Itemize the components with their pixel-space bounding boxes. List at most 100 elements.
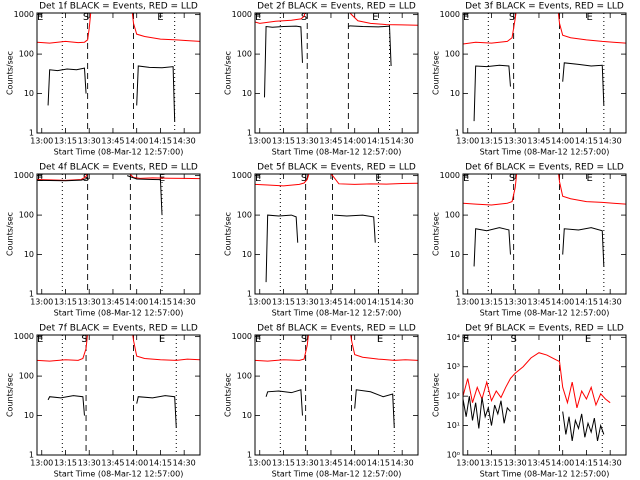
panel-title: Det 7f BLACK = Events, RED = LLD [39, 324, 198, 334]
y-tick-label: 100 [445, 50, 460, 59]
y-tick-label: 10 [24, 411, 34, 420]
x-axis-label: Start Time (08-Mar-12 12:57:00) [272, 148, 402, 157]
x-tick-label: 13:00 [30, 137, 53, 146]
series-line [47, 395, 177, 428]
x-tick-label: 14:30 [173, 459, 196, 468]
annotation: E [255, 173, 261, 184]
y-tick-label: 100 [237, 372, 252, 381]
plot-area [37, 174, 200, 216]
plot-area [463, 174, 626, 267]
annotation: E [37, 334, 43, 345]
x-tick-label: 14:15 [149, 137, 172, 146]
x-tick-label: 13:00 [456, 298, 479, 307]
x-tick-label: 13:45 [527, 298, 550, 307]
x-tick-label: 13:15 [480, 459, 503, 468]
y-tick-label: 10 [242, 89, 252, 98]
plot-area [255, 174, 418, 283]
x-tick-label: 14:00 [551, 459, 574, 468]
annotation: S [301, 12, 307, 23]
series-line [265, 214, 376, 283]
series-line [264, 25, 392, 98]
annotation: E [586, 12, 592, 23]
annotation: E [585, 334, 591, 345]
annotation: E [586, 173, 592, 184]
x-axis-label: Start Time (08-Mar-12 12:57:00) [54, 470, 184, 479]
y-tick-label: 10¹ [447, 421, 460, 430]
x-tick-label: 13:15 [54, 298, 77, 307]
series-line [37, 13, 200, 44]
y-tick-label: 1 [455, 290, 460, 299]
annotation: S [81, 334, 87, 345]
x-tick-label: 13:45 [101, 137, 124, 146]
panel-title: Det 1f BLACK = Events, RED = LLD [39, 2, 198, 12]
annotation: E [159, 334, 165, 345]
x-tick-label: 14:30 [391, 459, 414, 468]
x-tick-label: 13:45 [319, 137, 342, 146]
x-tick-label: 13:15 [480, 137, 503, 146]
x-tick-label: 13:00 [30, 459, 53, 468]
axis-frame [36, 173, 201, 295]
x-tick-label: 14:30 [391, 137, 414, 146]
y-tick-label: 1 [247, 129, 252, 138]
y-axis-label: Counts/sec [432, 373, 441, 417]
panel-title: Det 8f BLACK = Events, RED = LLD [257, 324, 416, 334]
x-tick-label: 13:00 [30, 298, 53, 307]
annotation: E [157, 12, 163, 23]
x-tick-label: 13:00 [248, 137, 271, 146]
x-tick-label: 13:30 [78, 298, 101, 307]
annotation: E [37, 12, 43, 23]
y-axis-label: Counts/sec [6, 212, 15, 256]
x-tick-label: 14:15 [575, 298, 598, 307]
series-line [37, 174, 200, 181]
x-tick-label: 13:45 [319, 298, 342, 307]
annotation: S [301, 334, 307, 345]
y-tick-label: 10⁰ [447, 451, 460, 460]
x-axis-label: Start Time (08-Mar-12 12:57:00) [54, 309, 184, 318]
y-tick-label: 100 [237, 211, 252, 220]
panel-title: Det 6f BLACK = Events, RED = LLD [465, 163, 624, 173]
series-line [255, 13, 418, 26]
x-tick-label: 13:15 [54, 459, 77, 468]
series-line [255, 174, 418, 187]
x-tick-label: 14:00 [343, 298, 366, 307]
y-tick-label: 1 [29, 451, 34, 460]
y-tick-label: 1000 [14, 171, 34, 180]
annotation: S [83, 12, 89, 23]
x-tick-label: 13:00 [456, 137, 479, 146]
series-line [463, 174, 626, 206]
y-tick-label: 100 [19, 211, 34, 220]
axis-frame [36, 12, 201, 134]
y-tick-label: 100 [19, 372, 34, 381]
series-line [265, 389, 395, 428]
series-line [473, 62, 605, 122]
annotation: E [255, 334, 261, 345]
axis-frame [462, 12, 627, 134]
annotation: E [37, 173, 43, 184]
x-tick-label: 13:30 [296, 298, 319, 307]
series-line [37, 175, 163, 216]
y-tick-label: 10 [450, 89, 460, 98]
x-tick-label: 13:30 [504, 137, 527, 146]
x-tick-label: 13:30 [296, 459, 319, 468]
annotation: E [372, 12, 378, 23]
panel: Det 7f BLACK = Events, RED = LLD Start Ti… [6, 324, 201, 479]
annotation: E [463, 12, 469, 23]
x-tick-label: 14:00 [343, 459, 366, 468]
x-axis-label: Start Time (08-Mar-12 12:57:00) [54, 148, 184, 157]
plot-area [463, 13, 626, 122]
series-line [463, 396, 605, 442]
panel-title: Det 2f BLACK = Events, RED = LLD [257, 2, 416, 12]
y-tick-label: 1000 [14, 332, 34, 341]
x-tick-label: 13:30 [504, 298, 527, 307]
x-tick-label: 14:00 [125, 298, 148, 307]
x-axis-label: Start Time (08-Mar-12 12:57:00) [480, 470, 610, 479]
axis-frame [254, 173, 419, 295]
panel: Det 1f BLACK = Events, RED = LLD Start Ti… [6, 2, 201, 157]
x-tick-label: 14:00 [125, 459, 148, 468]
x-tick-label: 13:15 [480, 298, 503, 307]
axis-frame [462, 334, 627, 456]
panel-title: Det 5f BLACK = Events, RED = LLD [257, 163, 416, 173]
panel: Det 2f BLACK = Events, RED = LLD Start Ti… [224, 2, 419, 157]
annotation: S [509, 12, 515, 23]
panel-title: Det 9f BLACK = Events, RED = LLD [465, 324, 624, 334]
